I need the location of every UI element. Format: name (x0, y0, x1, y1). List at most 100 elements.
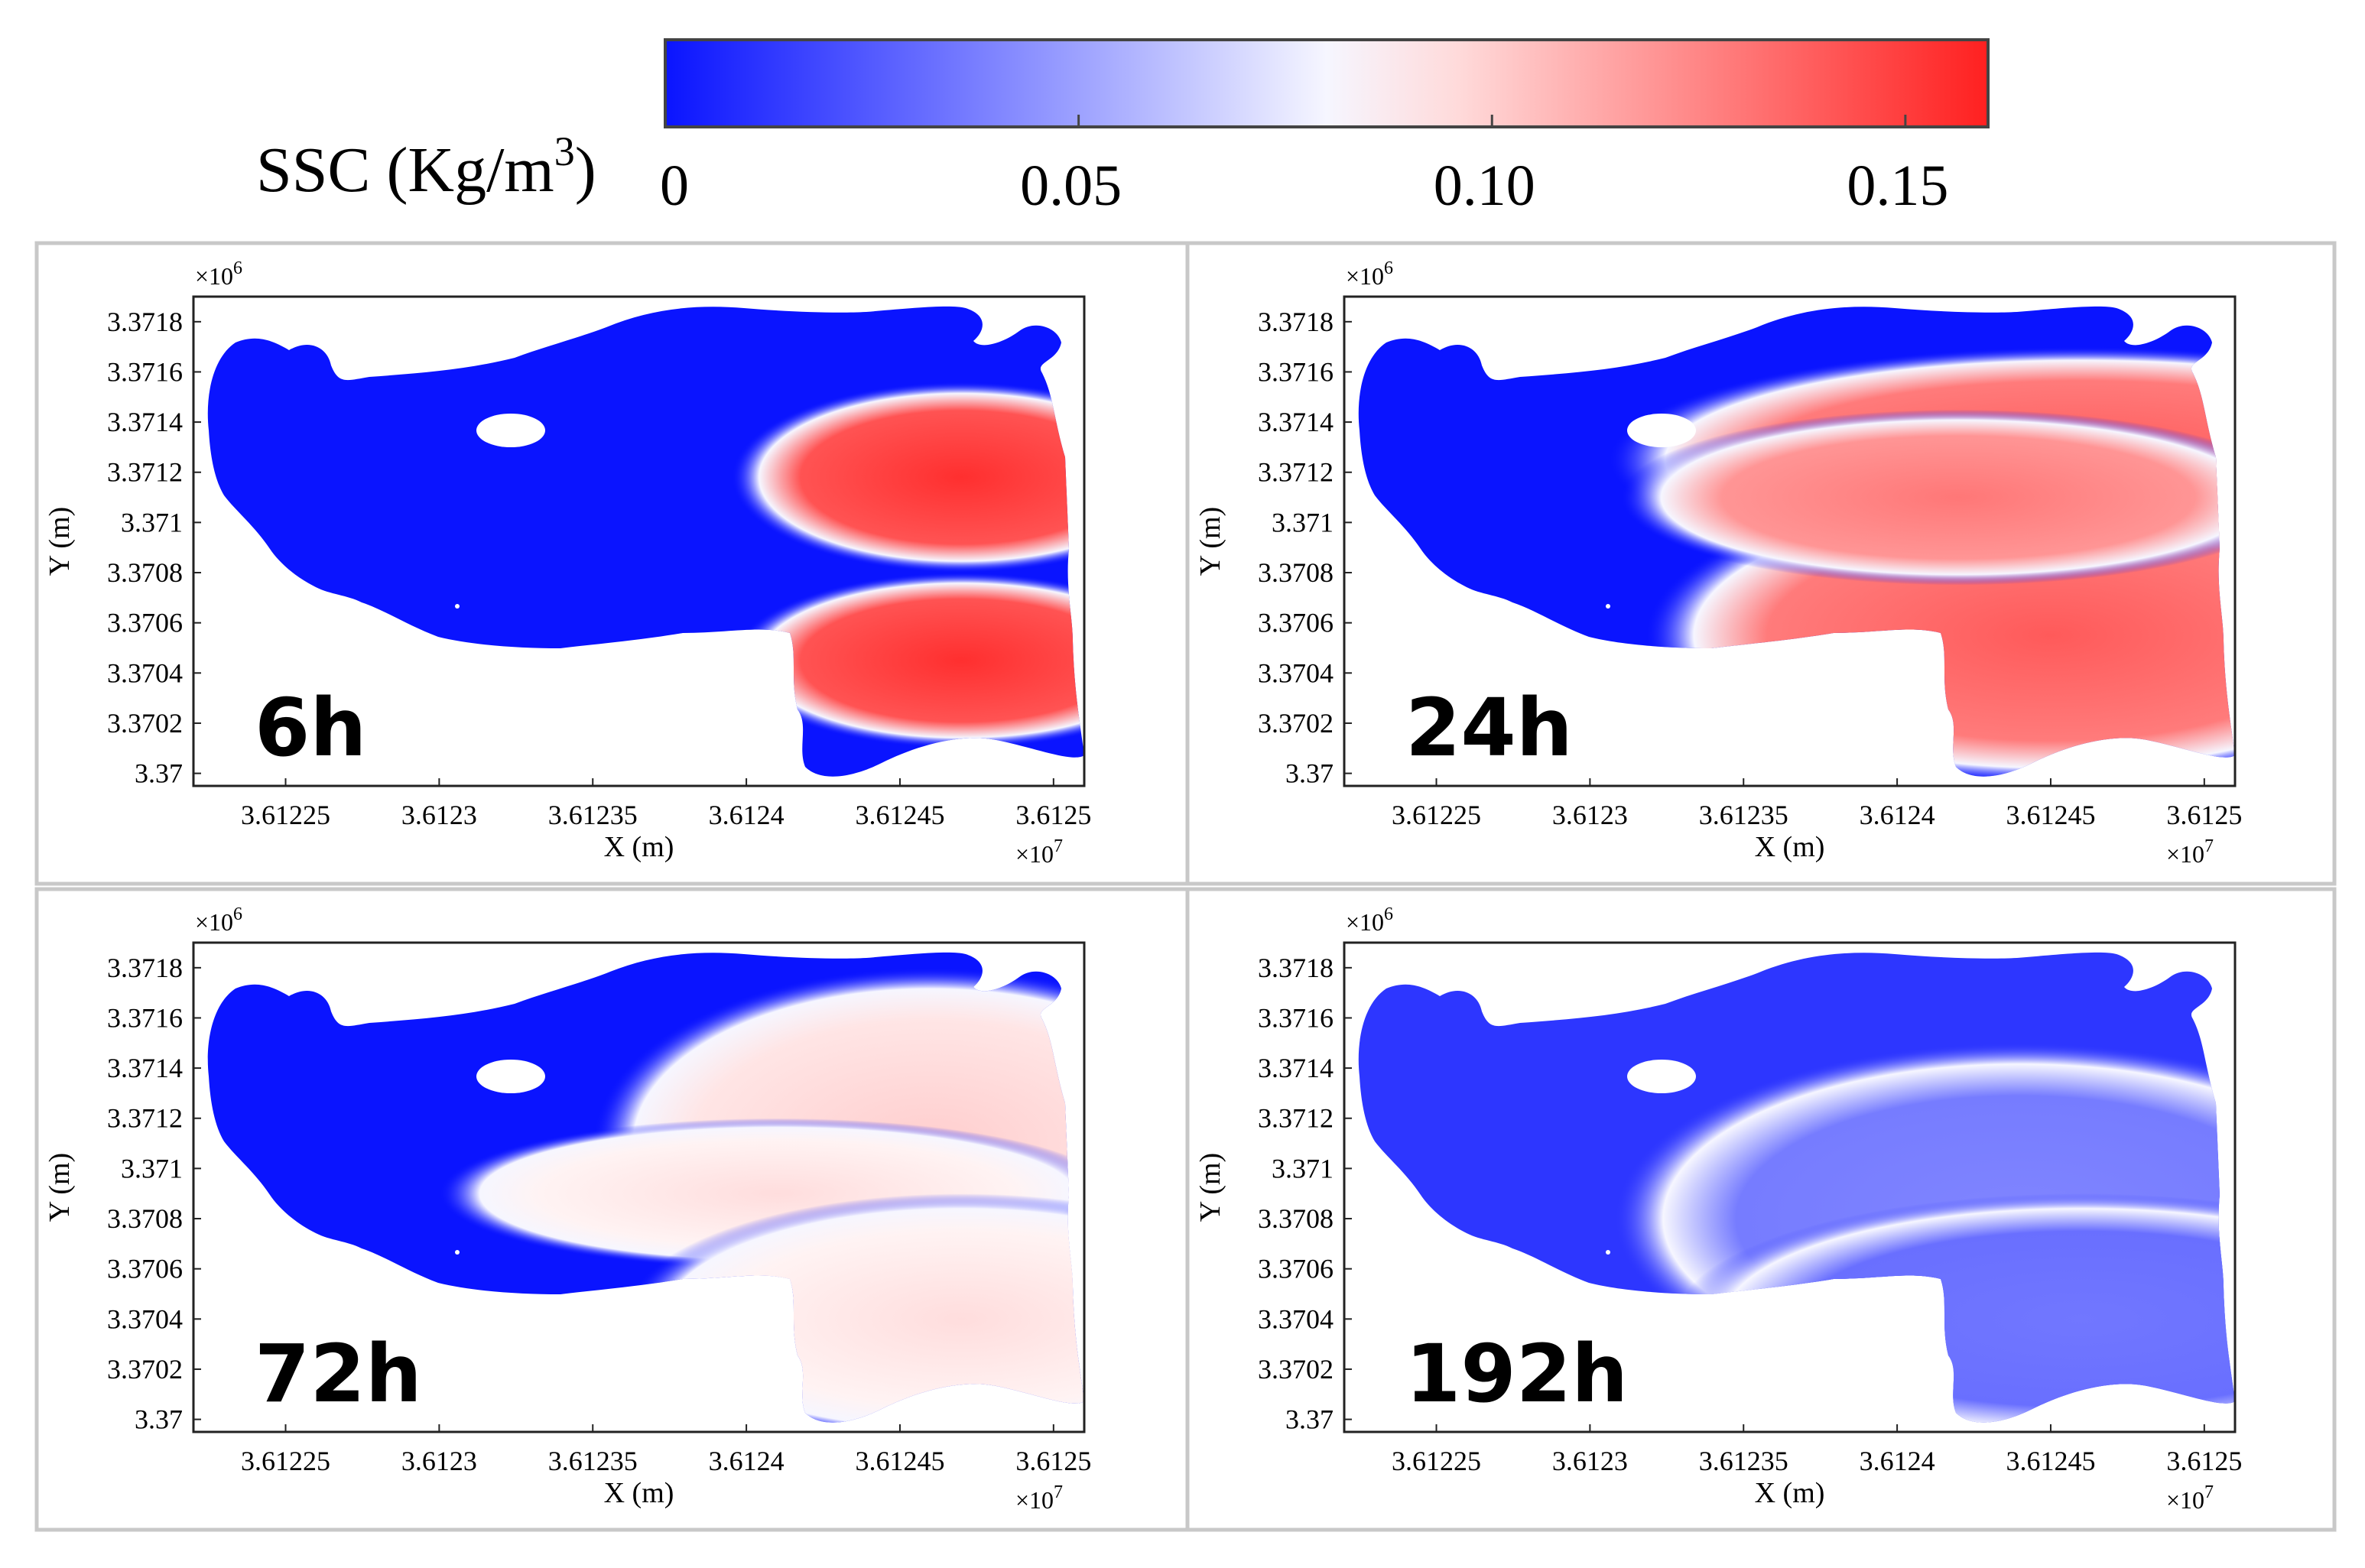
y-tick-label: 3.3704 (1258, 1303, 1334, 1334)
x-tick-label: 3.6123 (1552, 800, 1628, 830)
colorbar-label: SSC (Kg/m3) (256, 128, 596, 206)
ssc-panel-72h: 3.61225 3.6123 3.61235 3.6124 3.61245 3.6125 3… (34, 887, 1190, 1532)
y-tick-label: 3.3718 (1258, 953, 1334, 983)
x-tick-label: 3.6123 (401, 1446, 477, 1476)
x-axis-label: X (m) (604, 1477, 674, 1509)
x-exponent: ×107 (1015, 1482, 1063, 1514)
y-tick-label: 3.3716 (1258, 1002, 1334, 1033)
x-exponent: ×107 (2166, 836, 2214, 868)
colorbar-tick-label: 0.15 (1847, 154, 1948, 218)
y-tick-label: 3.3708 (1258, 1203, 1334, 1234)
x-exponent: ×107 (1015, 836, 1063, 868)
colorbar-tick-label: 0 (660, 154, 689, 218)
time-label: 24h (1405, 681, 1573, 774)
island (1606, 604, 1610, 609)
y-tick-label: 3.371 (121, 1153, 183, 1183)
ssc-panel-192h: 3.61225 3.6123 3.61235 3.6124 3.61245 3.6125 3… (1185, 887, 2337, 1532)
y-tick-label: 3.3702 (107, 1354, 183, 1385)
y-tick-label: 3.3706 (107, 608, 183, 638)
y-tick-label: 3.3712 (107, 457, 183, 488)
y-exponent: ×106 (195, 258, 242, 290)
x-tick-label: 3.6123 (1552, 1446, 1628, 1476)
y-axis-label: Y (m) (44, 1153, 76, 1222)
ssc-panel-24h: 3.61225 3.6123 3.61235 3.6124 3.61245 3.6125 3… (1185, 241, 2337, 886)
y-axis-label: Y (m) (1194, 1153, 1226, 1222)
y-tick-label: 3.37 (135, 758, 183, 789)
island (476, 414, 545, 447)
x-tick-label: 3.61235 (548, 800, 638, 830)
island (1627, 1060, 1696, 1093)
y-tick-label: 3.3716 (1258, 356, 1334, 387)
island (455, 604, 460, 609)
x-tick-label: 3.6125 (2166, 800, 2242, 830)
y-tick-label: 3.3714 (107, 1053, 183, 1083)
y-tick-label: 3.371 (1272, 507, 1334, 537)
y-tick-label: 3.3714 (1258, 407, 1334, 437)
x-axis-label: X (m) (604, 831, 674, 863)
time-label: 6h (255, 681, 366, 774)
y-tick-label: 3.37 (1285, 758, 1334, 789)
y-exponent: ×106 (1346, 258, 1393, 290)
axes-box (1343, 941, 2237, 1433)
y-tick-label: 3.37 (1285, 1404, 1334, 1435)
ssc-plume (1620, 409, 2236, 586)
x-tick-label: 3.6124 (1860, 1446, 1935, 1476)
y-tick-label: 3.3704 (107, 1303, 183, 1334)
y-tick-label: 3.3708 (107, 1203, 183, 1234)
y-tick-label: 3.3718 (107, 307, 183, 337)
time-label: 72h (255, 1327, 422, 1420)
x-tick-label: 3.61245 (855, 800, 944, 830)
ssc-panel-6h: 3.61225 3.6123 3.61235 3.6124 3.61245 3.6125 3… (34, 241, 1190, 886)
y-tick-label: 3.3716 (107, 1002, 183, 1033)
y-tick-label: 3.3714 (1258, 1053, 1334, 1083)
y-tick-label: 3.3704 (1258, 657, 1334, 688)
axes-box (1343, 295, 2237, 787)
x-tick-label: 3.61235 (548, 1446, 638, 1476)
y-tick-label: 3.3716 (107, 356, 183, 387)
x-tick-label: 3.61225 (241, 800, 330, 830)
y-tick-label: 3.37 (135, 1404, 183, 1435)
x-axis-label: X (m) (1755, 1477, 1825, 1509)
y-tick-label: 3.3702 (107, 708, 183, 739)
y-tick-label: 3.3714 (107, 407, 183, 437)
colorbar: 0 0.05 0.10 0.15 SSC (Kg/m3) (256, 38, 1990, 218)
time-label: 192h (1405, 1327, 1628, 1420)
x-tick-label: 3.6124 (709, 1446, 785, 1476)
island (455, 1250, 460, 1255)
x-tick-label: 3.61245 (2006, 800, 2095, 830)
y-tick-label: 3.3706 (1258, 608, 1334, 638)
x-tick-label: 3.6124 (709, 800, 785, 830)
x-axis-label: X (m) (1755, 831, 1825, 863)
y-exponent: ×106 (195, 904, 242, 936)
y-tick-label: 3.3708 (1258, 557, 1334, 588)
y-tick-label: 3.3704 (107, 657, 183, 688)
x-tick-label: 3.6123 (401, 800, 477, 830)
y-tick-label: 3.3718 (1258, 307, 1334, 337)
y-tick-label: 3.3706 (1258, 1254, 1334, 1284)
y-tick-label: 3.3712 (1258, 1103, 1334, 1134)
y-tick-label: 3.371 (121, 507, 183, 537)
x-tick-label: 3.61245 (855, 1446, 944, 1476)
y-axis-label: Y (m) (1194, 507, 1226, 576)
x-tick-label: 3.61235 (1699, 1446, 1788, 1476)
x-tick-label: 3.61225 (1392, 800, 1481, 830)
y-tick-label: 3.3712 (107, 1103, 183, 1134)
y-tick-label: 3.3718 (107, 953, 183, 983)
y-tick-label: 3.3702 (1258, 708, 1334, 739)
y-tick-label: 3.3712 (1258, 457, 1334, 488)
x-tick-label: 3.61245 (2006, 1446, 2095, 1476)
x-tick-label: 3.6125 (1015, 1446, 1091, 1476)
colorbar-ticks: 0 0.05 0.10 0.15 (660, 115, 1948, 218)
y-exponent: ×106 (1346, 904, 1393, 936)
y-tick-label: 3.371 (1272, 1153, 1334, 1183)
axes-box (192, 295, 1086, 787)
y-axis-label: Y (m) (44, 507, 76, 576)
colorbar-tick-label: 0.05 (1020, 154, 1122, 218)
panels: 3.61225 3.6123 3.61235 3.6124 3.61245 3.6125 3… (34, 241, 2337, 1532)
x-tick-label: 3.6124 (1860, 800, 1935, 830)
y-tick-label: 3.3708 (107, 557, 183, 588)
island (1606, 1250, 1610, 1255)
y-tick-label: 3.3702 (1258, 1354, 1334, 1385)
lake-ssc-field (207, 952, 1085, 1423)
